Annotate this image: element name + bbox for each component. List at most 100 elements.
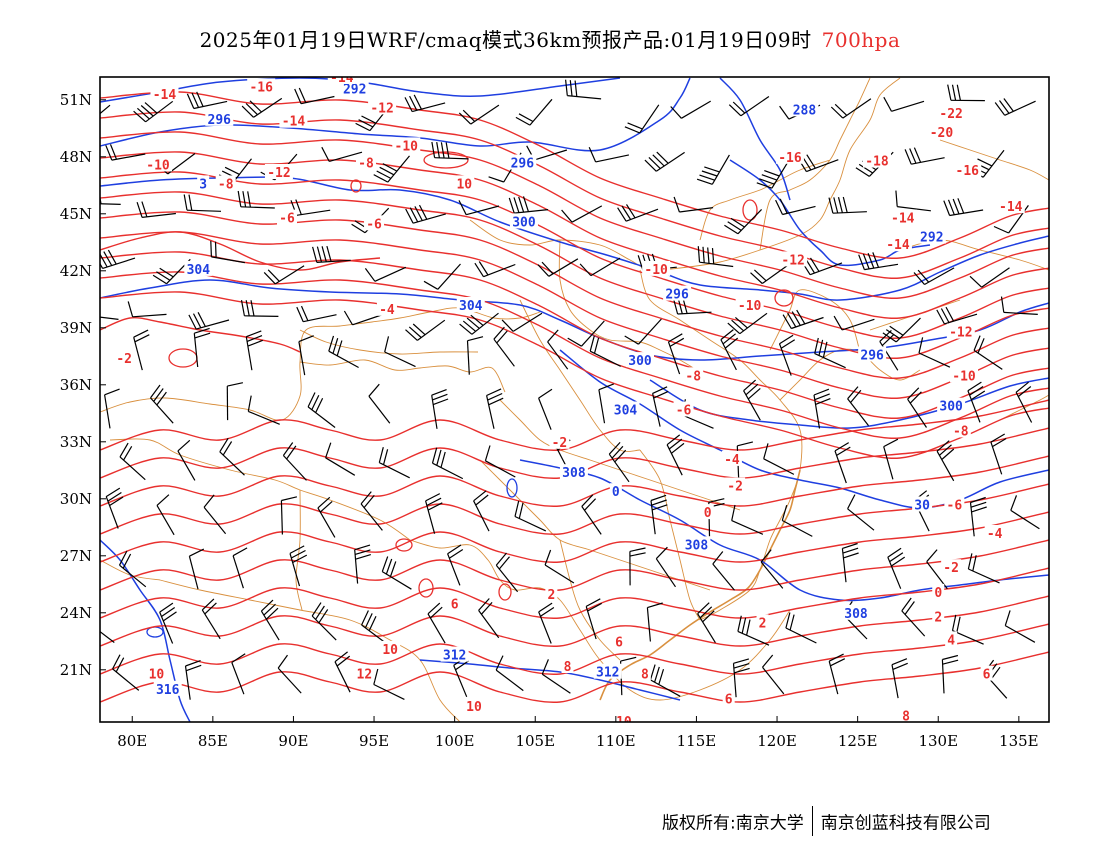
temperature-label: -14: [327, 77, 356, 86]
wind-barb: [967, 381, 986, 423]
title-main: 2025年01月19日WRF/cmaq模式36km预报产品:01月19日09时: [199, 28, 812, 52]
wind-barb: [724, 208, 763, 235]
wind-barb: [883, 438, 899, 480]
wind-barb: [697, 602, 716, 644]
svg-text:304: 304: [187, 263, 211, 278]
wind-barb: [814, 337, 846, 369]
temperature-label: -2: [114, 350, 135, 367]
temperature-label: -14: [996, 198, 1025, 215]
svg-text:-14: -14: [282, 115, 306, 130]
temperature-label: -8: [950, 422, 971, 439]
wind-barb: [282, 442, 307, 481]
wind-barb: [495, 655, 524, 692]
wind-barb: [321, 146, 363, 162]
wind-barb: [245, 330, 264, 371]
wind-barb: [763, 443, 795, 475]
temperature-contour: [100, 91, 1049, 259]
border-line: [299, 329, 479, 355]
wind-barb: [501, 312, 543, 332]
svg-text:-2: -2: [943, 561, 959, 576]
temperature-contour: [100, 567, 1049, 619]
wind-barb: [581, 494, 602, 535]
height-label: 296: [205, 110, 234, 128]
wind-barb: [307, 392, 336, 428]
wind-barbs: [100, 79, 1040, 700]
wind-barb: [858, 252, 899, 271]
wind-barb: [731, 504, 764, 535]
temperature-label: -6: [944, 496, 965, 514]
height-label: 296: [858, 346, 887, 363]
lon-tick-label: 105E: [515, 732, 555, 750]
temperature-label: -14: [883, 236, 912, 253]
border-line: [779, 348, 921, 401]
svg-text:-6: -6: [366, 217, 382, 232]
svg-text:30: 30: [914, 499, 930, 514]
wind-barb: [431, 389, 449, 429]
svg-text:-8: -8: [685, 369, 701, 384]
temperature-contour: [100, 455, 1049, 507]
height-label: 312: [440, 646, 469, 664]
border-line: [109, 438, 411, 541]
wind-barb: [478, 598, 500, 639]
wind-barb: [833, 315, 875, 331]
wind-barb: [828, 653, 846, 695]
wind-barb: [887, 547, 906, 589]
wind-barb: [993, 205, 1029, 234]
wind-barb: [100, 316, 119, 320]
temperature-label: -20: [927, 124, 956, 141]
wind-barb: [325, 442, 356, 476]
lat-tick-label: 36N: [60, 376, 92, 394]
svg-text:300: 300: [628, 354, 652, 369]
wind-barb: [177, 439, 196, 481]
temperature-label: -12: [946, 323, 975, 341]
svg-text:0: 0: [934, 586, 942, 601]
temperature-label: 10: [454, 175, 475, 192]
svg-text:-18: -18: [865, 155, 889, 170]
temperature-contour: [100, 131, 1049, 299]
height-contour: [729, 159, 931, 267]
svg-text:8: 8: [641, 668, 649, 683]
svg-text:10: 10: [466, 700, 482, 715]
svg-text:-12: -12: [370, 101, 393, 116]
svg-text:-14: -14: [999, 200, 1023, 215]
height-contour: [419, 659, 681, 701]
wind-barb: [901, 597, 926, 637]
svg-text:4: 4: [947, 633, 955, 648]
wind-barb: [670, 100, 712, 119]
border-line: [469, 77, 901, 271]
wind-barb: [697, 246, 734, 268]
svg-text:0: 0: [704, 506, 712, 521]
wind-barb: [847, 386, 869, 426]
temperature-label: -14: [888, 209, 917, 227]
temperature-contour: [395, 538, 413, 552]
temperature-label: -12: [264, 164, 293, 181]
wind-barb: [447, 544, 464, 586]
wind-barb: [240, 299, 279, 317]
lon-tick-label: 135E: [999, 732, 1039, 750]
svg-text:-10: -10: [146, 158, 170, 173]
temperature-label: -16: [953, 162, 982, 179]
wind-barb: [203, 494, 227, 535]
wind-barb: [100, 104, 111, 115]
svg-text:-12: -12: [267, 166, 290, 181]
wind-barb: [561, 205, 603, 223]
copyright-footer: 版权所有:南京大学 南京创蓝科技有限公司: [662, 806, 991, 838]
svg-text:10: 10: [456, 177, 472, 192]
wind-barb: [427, 602, 446, 644]
wind-barb: [294, 87, 335, 105]
temperature-label: -4: [721, 450, 742, 468]
wind-barb: [119, 442, 146, 481]
wind-barb: [405, 204, 446, 224]
lat-tick-label: 39N: [60, 319, 92, 337]
wind-barb: [105, 144, 146, 161]
svg-text:-10: -10: [738, 299, 762, 314]
wind-barb: [951, 614, 984, 645]
lat-tick-label: 24N: [60, 604, 92, 622]
height-contour: [100, 539, 191, 722]
svg-text:288: 288: [793, 103, 817, 118]
wind-barb: [673, 196, 714, 213]
temperature-label: 6: [980, 665, 993, 683]
footer-separator: [811, 806, 813, 836]
height-contour: [719, 77, 791, 201]
temperature-label: -14: [279, 112, 308, 130]
